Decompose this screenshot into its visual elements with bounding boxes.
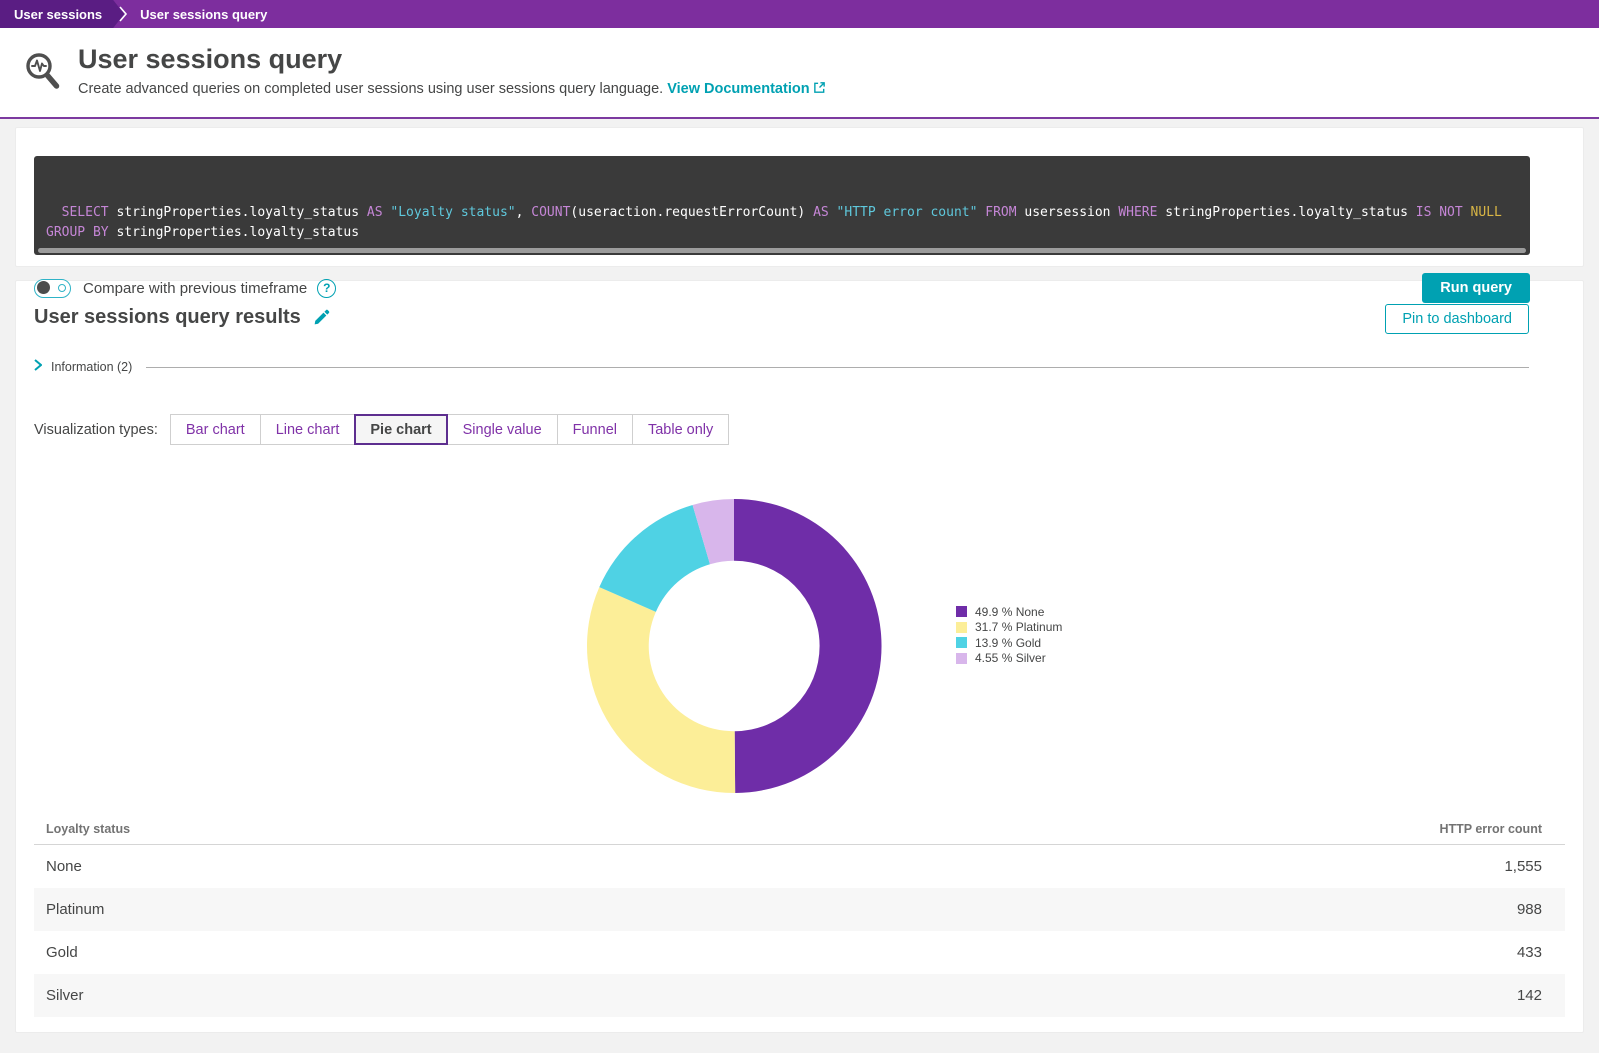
legend-item-platinum[interactable]: 31.7 % Platinum: [956, 620, 1062, 636]
breadcrumb-label: User sessions query: [140, 7, 267, 22]
table-header-loyalty-status: Loyalty status: [34, 822, 794, 836]
legend-color-chip: [956, 637, 967, 648]
legend-item-silver[interactable]: 4.55 % Silver: [956, 651, 1062, 667]
compare-timeframe-label: Compare with previous timeframe: [83, 280, 307, 297]
view-documentation-link[interactable]: View Documentation: [667, 81, 825, 97]
legend-label: 49.9 % None: [975, 605, 1044, 619]
viz-type-pie-chart[interactable]: Pie chart: [354, 414, 447, 445]
query-token: WHERE: [1118, 205, 1165, 220]
viz-type-bar-chart[interactable]: Bar chart: [170, 414, 261, 445]
query-token: "Loyalty status": [390, 205, 515, 220]
toggle-knob: [37, 281, 50, 294]
table-body: None1,555Platinum988Gold433Silver142: [34, 845, 1565, 1017]
table-row-silver: Silver142: [34, 974, 1565, 1017]
table-row-platinum: Platinum988: [34, 888, 1565, 931]
query-card: SELECT stringProperties.loyalty_status A…: [15, 127, 1584, 267]
table-header-row: Loyalty status HTTP error count: [34, 813, 1565, 845]
viz-type-line-chart[interactable]: Line chart: [260, 414, 356, 445]
run-query-button[interactable]: Run query: [1422, 273, 1530, 303]
query-token: GROUP BY: [46, 225, 116, 240]
cell-http-error-count: 433: [794, 944, 1565, 961]
external-link-icon: [813, 82, 826, 98]
view-documentation-label: View Documentation: [667, 81, 809, 97]
query-token: IS NOT: [1416, 205, 1471, 220]
legend-color-chip: [956, 653, 967, 664]
pin-to-dashboard-button[interactable]: Pin to dashboard: [1385, 304, 1529, 334]
query-token: stringProperties.loyalty_status: [116, 205, 366, 220]
results-title: User sessions query results: [34, 304, 301, 330]
cell-http-error-count: 142: [794, 987, 1565, 1004]
legend-color-chip: [956, 622, 967, 633]
breadcrumb: User sessions User sessions query: [0, 0, 1599, 28]
pie-slice-platinum[interactable]: [587, 587, 735, 793]
divider: [146, 367, 1529, 368]
table-header-http-error-count: HTTP error count: [794, 822, 1565, 836]
query-token: SELECT: [62, 205, 117, 220]
legend-item-gold[interactable]: 13.9 % Gold: [956, 635, 1062, 651]
cell-http-error-count: 988: [794, 901, 1565, 918]
information-expander[interactable]: Information (2): [34, 358, 1529, 376]
query-token: AS: [813, 205, 836, 220]
legend-label: 4.55 % Silver: [975, 651, 1046, 665]
viz-type-table-only[interactable]: Table only: [632, 414, 729, 445]
query-token: COUNT: [531, 205, 570, 220]
legend-label: 31.7 % Platinum: [975, 620, 1062, 634]
breadcrumb-item-user-sessions[interactable]: User sessions: [0, 0, 124, 28]
visualization-type-group: Bar chartLine chartPie chartSingle value…: [170, 414, 729, 445]
query-token: stringProperties.loyalty_status: [116, 225, 359, 240]
chevron-right-icon: [34, 358, 42, 376]
query-token: (useraction.requestErrorCount): [570, 205, 813, 220]
results-card: User sessions query results Pin to dashb…: [15, 280, 1584, 1033]
query-horizontal-scrollbar[interactable]: [38, 248, 1526, 253]
compare-timeframe-toggle[interactable]: [34, 279, 71, 298]
query-token: stringProperties.loyalty_status: [1165, 205, 1415, 220]
query-token: AS: [367, 205, 390, 220]
pie-slice-none[interactable]: [734, 499, 882, 793]
legend-label: 13.9 % Gold: [975, 636, 1041, 650]
edit-pencil-icon[interactable]: [313, 308, 331, 331]
breadcrumb-label: User sessions: [14, 7, 102, 22]
cell-loyalty-status: Platinum: [34, 901, 794, 918]
query-token: usersession: [1024, 205, 1118, 220]
query-token: ,: [516, 205, 532, 220]
toggle-dot: [58, 284, 66, 292]
chart-legend: 49.9 % None31.7 % Platinum 13.9 % Gold4.5…: [956, 604, 1062, 666]
page-header: User sessions query Create advanced quer…: [0, 28, 1599, 119]
viz-type-single-value[interactable]: Single value: [447, 414, 558, 445]
legend-item-none[interactable]: 49.9 % None: [956, 604, 1062, 620]
table-row-gold: Gold433: [34, 931, 1565, 974]
cell-http-error-count: 1,555: [794, 858, 1565, 875]
query-token: FROM: [985, 205, 1024, 220]
page-subtitle-text: Create advanced queries on completed use…: [78, 81, 663, 97]
visualization-types-label: Visualization types:: [34, 422, 158, 438]
cell-loyalty-status: Silver: [34, 987, 794, 1004]
visualization-types-row: Visualization types: Bar chartLine chart…: [34, 414, 1565, 445]
viz-type-funnel[interactable]: Funnel: [557, 414, 633, 445]
donut-chart: [579, 491, 889, 801]
cell-loyalty-status: None: [34, 858, 794, 875]
page-title: User sessions query: [78, 42, 826, 76]
information-label: Information (2): [51, 360, 132, 374]
legend-color-chip: [956, 606, 967, 617]
results-table: Loyalty status HTTP error count None1,55…: [34, 813, 1565, 1017]
query-token: "HTTP error count": [837, 205, 986, 220]
help-icon[interactable]: ?: [317, 279, 336, 298]
cell-loyalty-status: Gold: [34, 944, 794, 961]
query-editor[interactable]: SELECT stringProperties.loyalty_status A…: [34, 156, 1530, 255]
page-subtitle: Create advanced queries on completed use…: [78, 81, 826, 98]
pie-chart-area: 49.9 % None31.7 % Platinum 13.9 % Gold4.5…: [34, 458, 1565, 813]
table-row-none: None1,555: [34, 845, 1565, 888]
breadcrumb-item-user-sessions-query[interactable]: User sessions query: [140, 0, 267, 28]
session-search-icon: [22, 50, 64, 99]
query-token: NULL: [1471, 205, 1502, 220]
